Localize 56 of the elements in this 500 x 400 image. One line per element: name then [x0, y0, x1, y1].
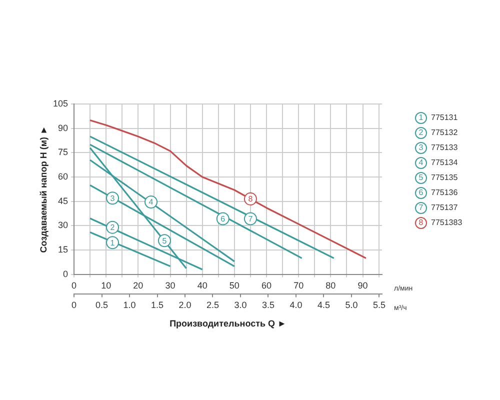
text: 2 — [418, 128, 424, 136]
x-tick-label: 10 — [101, 280, 112, 290]
legend-label: 775131 — [431, 113, 458, 122]
x-tick-label: 60 — [262, 280, 272, 290]
annotation: 6 — [220, 214, 226, 224]
legend-label: 775133 — [431, 143, 458, 152]
x2-tick-label: 3.5 — [262, 300, 274, 310]
text: 1 — [418, 112, 424, 122]
x2-tick-label: 1.0 — [123, 300, 136, 310]
y-tick-label: 0 — [63, 268, 68, 279]
x2-tick-label: 4.0 — [290, 300, 302, 310]
x2-tick-label: 5.5 — [372, 300, 386, 310]
text: 8 — [418, 218, 424, 226]
text: 7 — [418, 202, 424, 212]
x-tick-label: 90 — [358, 280, 368, 290]
x2-tick-label: 2.0 — [178, 300, 192, 310]
annotation: 8 — [248, 194, 254, 204]
x2-tick-label: 0.5 — [96, 300, 108, 310]
x-tick-label: 20 — [133, 280, 144, 290]
x2-tick-label: 0 — [72, 300, 77, 310]
y-tick-label: 105 — [52, 98, 68, 108]
x-tick-label: 50 — [229, 280, 240, 290]
x2-tick-label: 5.0 — [345, 300, 358, 310]
legend-label: 775134 — [431, 158, 458, 167]
annotation: 7 — [248, 214, 254, 224]
y-tick-label: 90 — [58, 122, 68, 133]
x2-tick-label: 4.5 — [317, 300, 330, 310]
x-tick-label: 80 — [326, 280, 336, 290]
y-tick-label: 75 — [58, 147, 68, 158]
annotation: 3 — [110, 194, 116, 203]
y-tick-label: 15 — [58, 244, 68, 255]
y-tick-label: 30 — [58, 220, 68, 230]
x-tick-label: 0 — [72, 280, 77, 290]
x2-tick-label: 3.0 — [234, 300, 247, 310]
legend-label: 775137 — [431, 203, 458, 212]
legend-label: 7751383 — [431, 218, 462, 227]
text: 5 — [418, 172, 424, 182]
annotation: 1 — [110, 238, 116, 248]
annotation: 5 — [162, 236, 168, 246]
legend-label: 775132 — [431, 128, 458, 137]
y-tick-label: 60 — [58, 172, 68, 182]
y-axis-title: Создаваемый напор H (м) ► — [38, 126, 48, 253]
x-tick-label: 30 — [165, 280, 176, 290]
x2-tick-label: 2.5 — [206, 300, 220, 310]
x2-tick-label: 1.5 — [150, 300, 164, 310]
x-tick-label: 70 — [294, 280, 304, 290]
x-tick-label: 40 — [197, 280, 208, 290]
annotation: 4 — [148, 198, 154, 207]
legend-label: 775136 — [431, 188, 458, 197]
y-tick-label: 45 — [58, 196, 68, 206]
text: 4 — [418, 158, 424, 166]
annotation: 2 — [110, 223, 116, 232]
legend-label: 775135 — [431, 173, 458, 182]
text: 6 — [418, 188, 424, 196]
text: 3 — [418, 142, 424, 152]
text: Производительность Q ► — [170, 318, 286, 328]
